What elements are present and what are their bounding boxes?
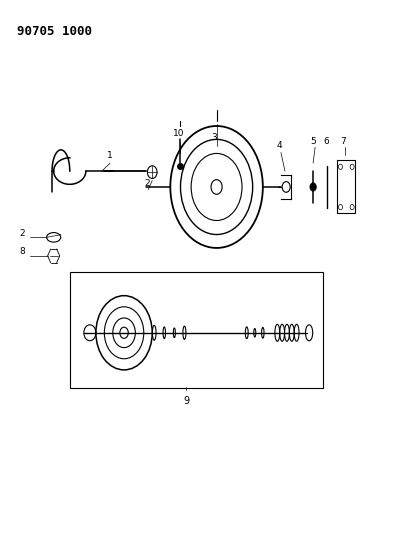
Text: 9: 9 (183, 397, 190, 406)
Circle shape (310, 183, 316, 191)
Text: 2: 2 (19, 229, 25, 238)
Text: 7: 7 (341, 137, 346, 146)
Text: 10: 10 (173, 129, 184, 138)
Bar (337, 160, 355, 214)
Text: 2: 2 (144, 179, 150, 188)
Text: 1: 1 (107, 151, 113, 160)
Text: 8: 8 (19, 247, 25, 256)
Text: 5: 5 (311, 137, 316, 146)
Text: 3: 3 (212, 133, 217, 142)
Text: 6: 6 (324, 137, 329, 146)
Bar (70, 272, 323, 389)
Text: 90705 1000: 90705 1000 (17, 25, 92, 38)
Text: 4: 4 (276, 141, 282, 150)
